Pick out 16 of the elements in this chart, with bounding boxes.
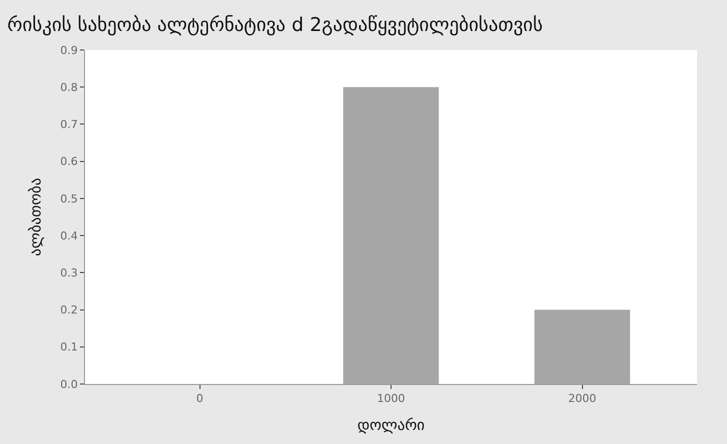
y-tick-label: 0.2 [60,304,78,317]
y-axis-title: ალბათობა [26,178,45,256]
x-tick-label: 0 [196,392,204,406]
x-tick-label: 2000 [568,392,596,406]
y-tick-label: 0.3 [60,266,78,280]
y-tick-label: 0.6 [60,155,78,168]
y-tick-label: 0.5 [60,192,78,206]
y-tick-label: 0.0 [60,378,78,391]
y-tick-label: 0.1 [60,340,78,354]
x-tick-label: 1000 [377,392,405,406]
x-axis-title: დოლარი [357,416,425,434]
y-tick-label: 0.4 [60,229,78,242]
y-tick-label: 0.7 [60,118,78,132]
y-tick-label: 0.8 [60,80,78,94]
y-tick-label: 0.9 [60,44,78,57]
chart-title: რისკის სახეობა ალტერნატივა d 2გადაწყვეტილებისათვის [7,14,543,36]
